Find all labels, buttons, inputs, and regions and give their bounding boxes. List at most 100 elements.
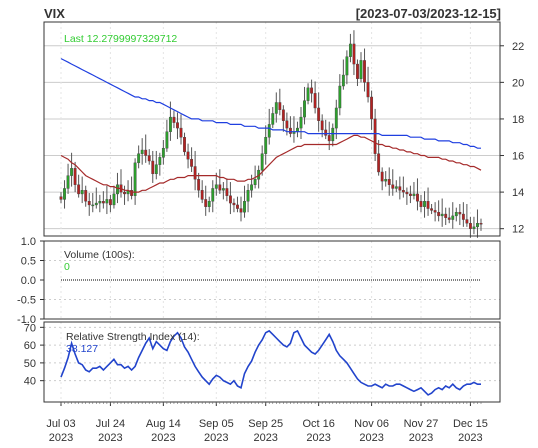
candle-body	[373, 118, 377, 154]
x-tick-label-year: 2023	[409, 432, 433, 444]
candle-body	[380, 171, 384, 182]
candle-body	[348, 43, 352, 57]
candle-body	[345, 56, 349, 76]
candle-body	[179, 127, 183, 138]
candle-body	[306, 87, 310, 101]
candle-body	[398, 186, 402, 191]
price-tick-label: 12	[512, 224, 524, 236]
x-tick-label-year: 2023	[49, 432, 73, 444]
rsi-line	[60, 329, 481, 396]
candle-body	[401, 190, 405, 193]
candle-body	[468, 222, 472, 229]
candle-body	[214, 184, 218, 189]
candle-body	[98, 201, 102, 204]
rsi-last-value: 38.127	[66, 343, 98, 355]
candle-body	[288, 127, 292, 134]
candle-body	[197, 179, 201, 191]
candle-body	[221, 188, 225, 191]
candle-body	[370, 96, 374, 120]
candle-body	[341, 74, 345, 87]
candle-body	[63, 188, 66, 200]
candle-body	[476, 222, 479, 228]
candle-body	[458, 212, 462, 215]
candle-body	[232, 202, 236, 206]
candle-body	[447, 217, 451, 220]
candle-body	[137, 153, 141, 164]
candle-body	[377, 153, 381, 173]
candle-body	[451, 215, 455, 220]
candle-body	[338, 85, 342, 109]
candle-body	[80, 190, 84, 195]
price-tick-label: 18	[512, 114, 524, 126]
candle-body	[236, 204, 239, 209]
candle-body	[260, 153, 264, 171]
x-tick-label-date: Sep 05	[199, 418, 234, 430]
candle-body	[133, 162, 137, 196]
x-tick-label-year: 2023	[98, 432, 122, 444]
x-tick-label-date: Nov 06	[354, 418, 389, 430]
candle-body	[147, 155, 151, 162]
x-axis: Jul 03 2023 Jul 24 2023 Aug 14 2023 Sep 05 2023…	[46, 402, 488, 444]
candle-body	[479, 222, 483, 225]
candle-body	[299, 116, 303, 129]
price-frame	[43, 21, 501, 237]
candle-body	[94, 202, 98, 206]
candle-body	[140, 149, 144, 154]
x-tick-label-date: Oct 16	[302, 418, 334, 430]
candle-body	[253, 179, 257, 185]
candle-body	[278, 102, 282, 110]
candle-body	[454, 212, 458, 217]
symbol-title: VIX	[44, 6, 65, 21]
candle-body	[264, 137, 268, 154]
candle-body	[59, 196, 63, 200]
candle-body	[228, 195, 232, 204]
candle-body	[465, 219, 469, 224]
rsi-tick-label: 70	[24, 322, 36, 334]
price-tick-label: 14	[512, 187, 524, 199]
price-panel: 12 14 16 18 20 22 Last 12.2799997329712	[43, 21, 524, 238]
volume-panel: 1.0 0.5 0.0 -0.5 -1.0 Volume (100s):0	[17, 236, 501, 326]
candle-body	[281, 109, 285, 121]
candle-body	[408, 193, 412, 196]
volume-tick-label: -1.0	[17, 314, 36, 326]
candle-body	[66, 175, 70, 189]
candle-body	[193, 166, 197, 180]
candle-body	[123, 191, 126, 195]
candle-body	[172, 116, 176, 123]
x-tick-label-year: 2023	[359, 432, 383, 444]
candle-body	[200, 190, 204, 200]
candle-body	[267, 124, 271, 138]
candle-body	[426, 201, 430, 209]
candle-body	[430, 208, 434, 211]
candle-body	[250, 184, 254, 191]
candle-body	[116, 184, 119, 195]
rsi-tick-label: 60	[24, 340, 36, 352]
volume-last-value: 0	[64, 261, 70, 273]
candle-body	[416, 193, 419, 202]
candle-body	[324, 129, 328, 136]
candle-body	[186, 151, 190, 160]
rsi-label: Relative Strength Index (14):	[66, 331, 200, 343]
candle-body	[391, 184, 395, 189]
candle-body	[144, 149, 148, 156]
candle-body	[412, 193, 416, 196]
candle-body	[274, 102, 278, 114]
candle-body	[394, 186, 398, 189]
candle-body	[190, 158, 194, 167]
candle-body	[91, 204, 95, 207]
candle-body	[331, 127, 335, 142]
candle-body	[161, 148, 165, 158]
candle-body	[243, 201, 246, 213]
candle-body	[218, 184, 222, 191]
candle-body	[158, 157, 162, 165]
volume-tick-label: 0.0	[21, 275, 36, 287]
price-tick-label: 22	[512, 41, 524, 53]
candle-body	[168, 116, 172, 132]
candle-body	[271, 113, 275, 125]
candle-body	[285, 120, 289, 129]
candle-body	[70, 168, 74, 176]
x-tick-label-year: 2023	[151, 432, 175, 444]
candle-body	[419, 201, 423, 207]
candle-body	[352, 43, 356, 65]
candle-body	[101, 201, 105, 204]
